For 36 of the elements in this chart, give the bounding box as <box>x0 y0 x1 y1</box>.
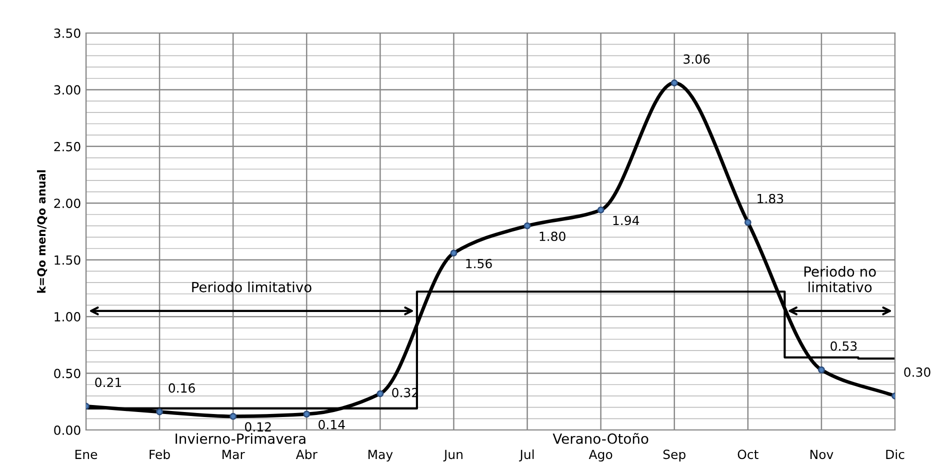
annotation: Periodo limitativo <box>192 282 312 292</box>
data-label: 0.30 <box>904 367 930 377</box>
x-tick-label: Dic <box>886 449 904 460</box>
data-label: 3.06 <box>684 54 710 64</box>
y-tick-label: 3.50 <box>54 28 80 38</box>
data-label: 1.80 <box>540 232 566 242</box>
annotation: Periodo no limitativo <box>804 266 876 292</box>
x-tick-label: Jun <box>443 450 462 462</box>
y-axis-title: k=Qo men/Qo anual <box>37 170 48 293</box>
data-label: 1.94 <box>613 216 640 226</box>
data-label: 1.83 <box>758 194 784 204</box>
y-tick-label: 1.00 <box>54 312 80 322</box>
data-label: 1.56 <box>466 258 492 268</box>
x-tick-label: Sep <box>663 450 686 462</box>
x-tick-label: Ago <box>588 450 612 462</box>
data-label: 0.21 <box>95 378 122 388</box>
y-tick-label: 3.00 <box>54 85 80 95</box>
x-tick-label: Oct <box>738 450 758 460</box>
x-tick-label: Nov <box>810 450 834 460</box>
data-label: 0.53 <box>830 341 857 351</box>
x-tick-label: Feb <box>150 449 170 460</box>
y-tick-label: 2.50 <box>54 142 80 152</box>
x-tick-label: May <box>368 450 393 462</box>
data-label: 0.12 <box>245 422 271 432</box>
text: Invierno-Primavera <box>176 433 306 444</box>
x-tick-label: Ene <box>75 450 98 460</box>
text: Verano-Otoño <box>552 432 648 444</box>
data-label: 0.16 <box>168 383 195 393</box>
x-tick-label: Jul <box>519 449 534 462</box>
x-tick-label: Mar <box>222 450 245 460</box>
data-label: 0.14 <box>318 420 345 430</box>
y-tick-label: 2.00 <box>54 198 80 208</box>
y-tick-label: 1.50 <box>54 255 80 265</box>
x-tick-label: Abr <box>296 449 318 460</box>
y-tick-label: 0.00 <box>54 425 80 435</box>
y-tick-label: 0.50 <box>54 368 80 378</box>
